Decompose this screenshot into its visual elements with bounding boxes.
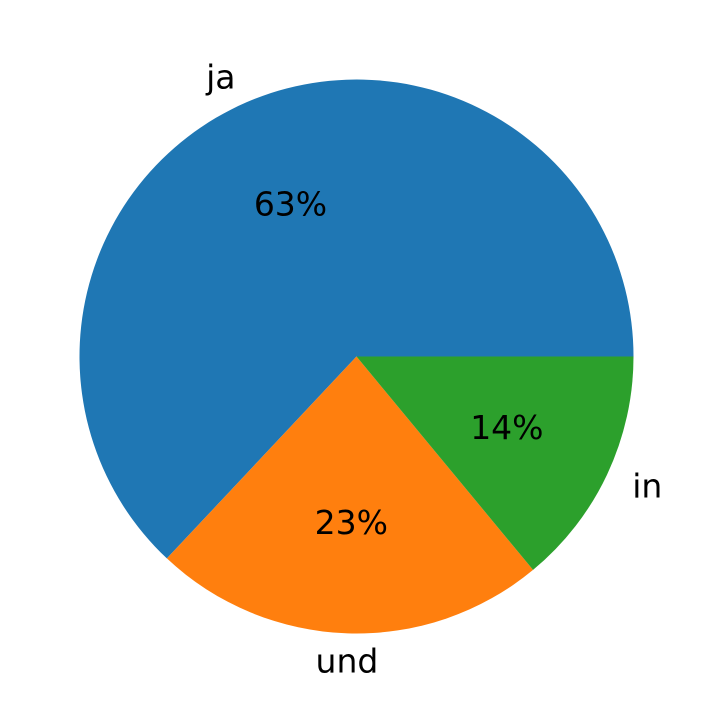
pie-pct-label-in: 14% (470, 408, 543, 447)
pie-slice-in (356, 356, 634, 570)
pie-pct-label-ja: 63% (254, 184, 327, 223)
pie-pct-label-und: 23% (315, 503, 388, 542)
pie-category-label-und: und (316, 642, 379, 681)
pie-slice-ja (79, 79, 634, 559)
pie-category-label-in: in (632, 467, 662, 506)
pie-category-label-ja: ja (205, 57, 235, 96)
pie-slice-und (166, 356, 534, 634)
